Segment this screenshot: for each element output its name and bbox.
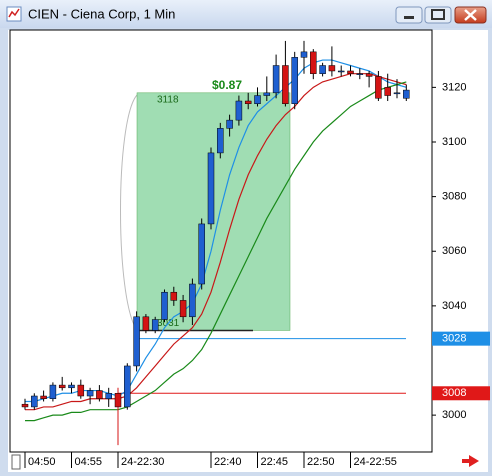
candle-body	[49, 384, 57, 399]
candle-body	[319, 65, 326, 74]
candle-body	[254, 95, 261, 104]
candle-body	[151, 319, 159, 331]
candle-body	[337, 70, 345, 73]
x-tick-label: 04:50	[28, 456, 56, 468]
close-glyph	[464, 9, 477, 21]
candle-body	[328, 65, 336, 72]
scroll-arrow[interactable]	[462, 455, 479, 467]
candle-body	[77, 384, 85, 397]
candle-body	[347, 70, 354, 74]
candle-body	[272, 65, 280, 94]
x-tick-label: 04:55	[75, 456, 103, 468]
candle-body	[124, 365, 131, 408]
candle-body	[356, 73, 364, 75]
candle-body	[282, 65, 289, 104]
minimize-glyph	[404, 16, 414, 19]
candle-body	[198, 223, 205, 285]
price-tag-label: 3028	[442, 333, 466, 345]
moving-average	[25, 73, 407, 411]
candle-body	[235, 100, 243, 121]
y-tick-label: 3100	[442, 136, 466, 148]
candle-body	[375, 76, 382, 99]
candle-body	[114, 393, 122, 408]
candle-body	[96, 390, 103, 399]
moving-average	[25, 81, 407, 422]
candle-body	[142, 316, 150, 331]
candle-body	[161, 291, 168, 320]
ruler-label: $0.87	[212, 78, 242, 92]
x-tick-label: 22:40	[214, 456, 242, 468]
candle-body	[403, 89, 410, 99]
drawing-curve	[120, 94, 138, 331]
x-tick-label: 24-22:30	[121, 456, 164, 468]
candle-body	[31, 395, 38, 408]
candle-body	[133, 316, 140, 367]
y-tick-label: 3040	[442, 300, 466, 312]
price-tag	[432, 386, 490, 401]
scroll-handle[interactable]	[11, 454, 21, 470]
candle-body	[105, 393, 112, 399]
candle-body	[207, 152, 215, 225]
candle-body	[263, 92, 271, 96]
candle-body	[226, 119, 233, 129]
x-tick-label: 24-22:55	[354, 456, 397, 468]
candle-body	[86, 390, 94, 397]
y-tick-label: 3000	[442, 409, 466, 421]
candle-body	[393, 92, 401, 95]
candle-body	[58, 384, 66, 389]
window-title: CIEN - Ciena Corp, 1 Min	[28, 6, 175, 21]
x-tick-label: 22:45	[261, 456, 289, 468]
ruler-end-label: 3118	[157, 94, 179, 105]
maximize-glyph	[431, 9, 445, 20]
candle-body	[244, 100, 252, 104]
minimize-button[interactable]	[395, 6, 423, 24]
candle-body	[291, 57, 298, 104]
candle-body	[365, 73, 373, 77]
price-tag-label: 3008	[442, 387, 466, 399]
candle-body	[300, 51, 308, 58]
x-tick-label: 22:50	[307, 456, 335, 468]
candle-body	[68, 384, 75, 389]
candle-body	[384, 87, 391, 96]
candle-body	[217, 128, 224, 154]
candle-body	[310, 51, 317, 74]
candle-body	[179, 300, 187, 318]
candle-body	[21, 403, 29, 408]
y-tick-label: 3080	[442, 191, 466, 203]
y-tick-label: 3060	[442, 245, 466, 257]
candle-body	[40, 395, 47, 399]
candle-body	[170, 291, 178, 301]
y-tick-label: 3120	[442, 81, 466, 93]
app-icon-glyph	[8, 8, 20, 18]
price-tag	[432, 331, 490, 346]
candle-body	[189, 283, 196, 318]
